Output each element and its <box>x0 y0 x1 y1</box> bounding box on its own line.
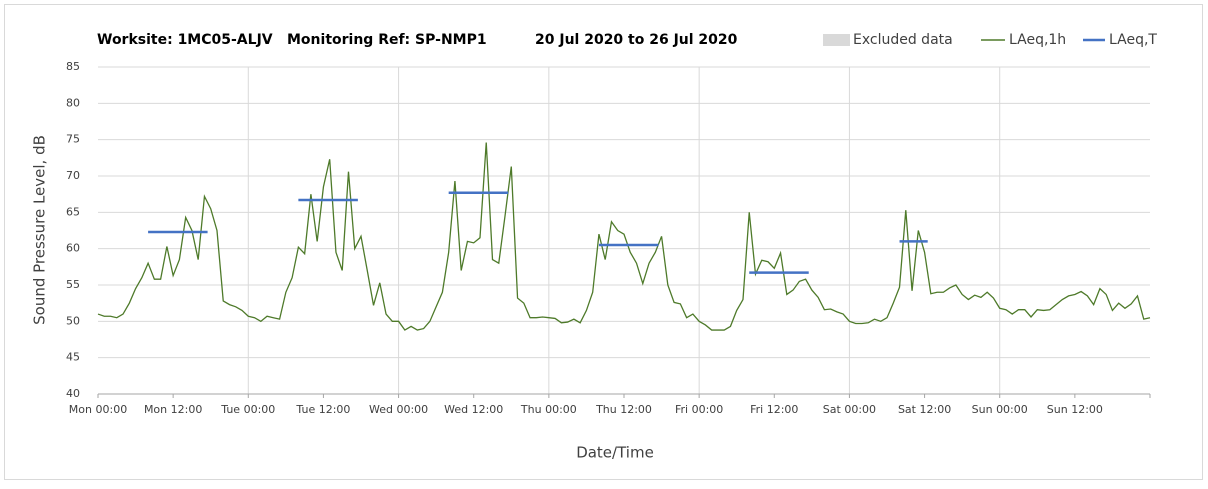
y-tick-label: 65 <box>66 205 80 218</box>
x-tick-label: Wed 12:00 <box>444 403 503 416</box>
legend-label: Excluded data <box>853 32 953 48</box>
x-tick-label: Mon 12:00 <box>144 403 202 416</box>
legend-label: LAeq,1h <box>1009 32 1066 48</box>
y-tick-label: 75 <box>66 133 80 146</box>
x-tick-label: Sun 00:00 <box>972 403 1028 416</box>
chart-border <box>4 4 1203 480</box>
y-tick-label: 70 <box>66 169 80 182</box>
legend-label: LAeq,T <box>1109 32 1157 48</box>
y-axis-label: Sound Pressure Level, dB <box>31 135 49 325</box>
title-worksite: Worksite: 1MC05-ALJV <box>97 32 273 48</box>
series-line <box>97 142 1151 331</box>
x-tick-label: Mon 00:00 <box>69 403 127 416</box>
legend-swatch <box>823 34 850 46</box>
x-tick-label: Sat 12:00 <box>898 403 951 416</box>
y-tick-label: 80 <box>66 96 80 109</box>
x-tick-label: Fri 00:00 <box>675 403 723 416</box>
y-tick-label: 55 <box>66 278 80 291</box>
title-dates: 20 Jul 2020 to 26 Jul 2020 <box>535 32 738 48</box>
x-tick-label: Sun 12:00 <box>1047 403 1103 416</box>
y-tick-label: 85 <box>66 60 80 73</box>
x-tick-label: Wed 00:00 <box>369 403 428 416</box>
x-tick-label: Sat 00:00 <box>823 403 876 416</box>
y-tick-label: 50 <box>66 314 80 327</box>
y-tick-label: 40 <box>66 387 80 400</box>
x-tick-label: Fri 12:00 <box>750 403 798 416</box>
x-tick-label: Thu 00:00 <box>520 403 577 416</box>
x-tick-label: Tue 00:00 <box>220 403 275 416</box>
y-tick-label: 60 <box>66 242 80 255</box>
x-tick-label: Thu 12:00 <box>595 403 652 416</box>
x-tick-label: Tue 12:00 <box>295 403 350 416</box>
y-tick-label: 45 <box>66 351 80 364</box>
title-ref: Monitoring Ref: SP-NMP1 <box>287 32 487 48</box>
x-axis-label: Date/Time <box>576 444 654 462</box>
